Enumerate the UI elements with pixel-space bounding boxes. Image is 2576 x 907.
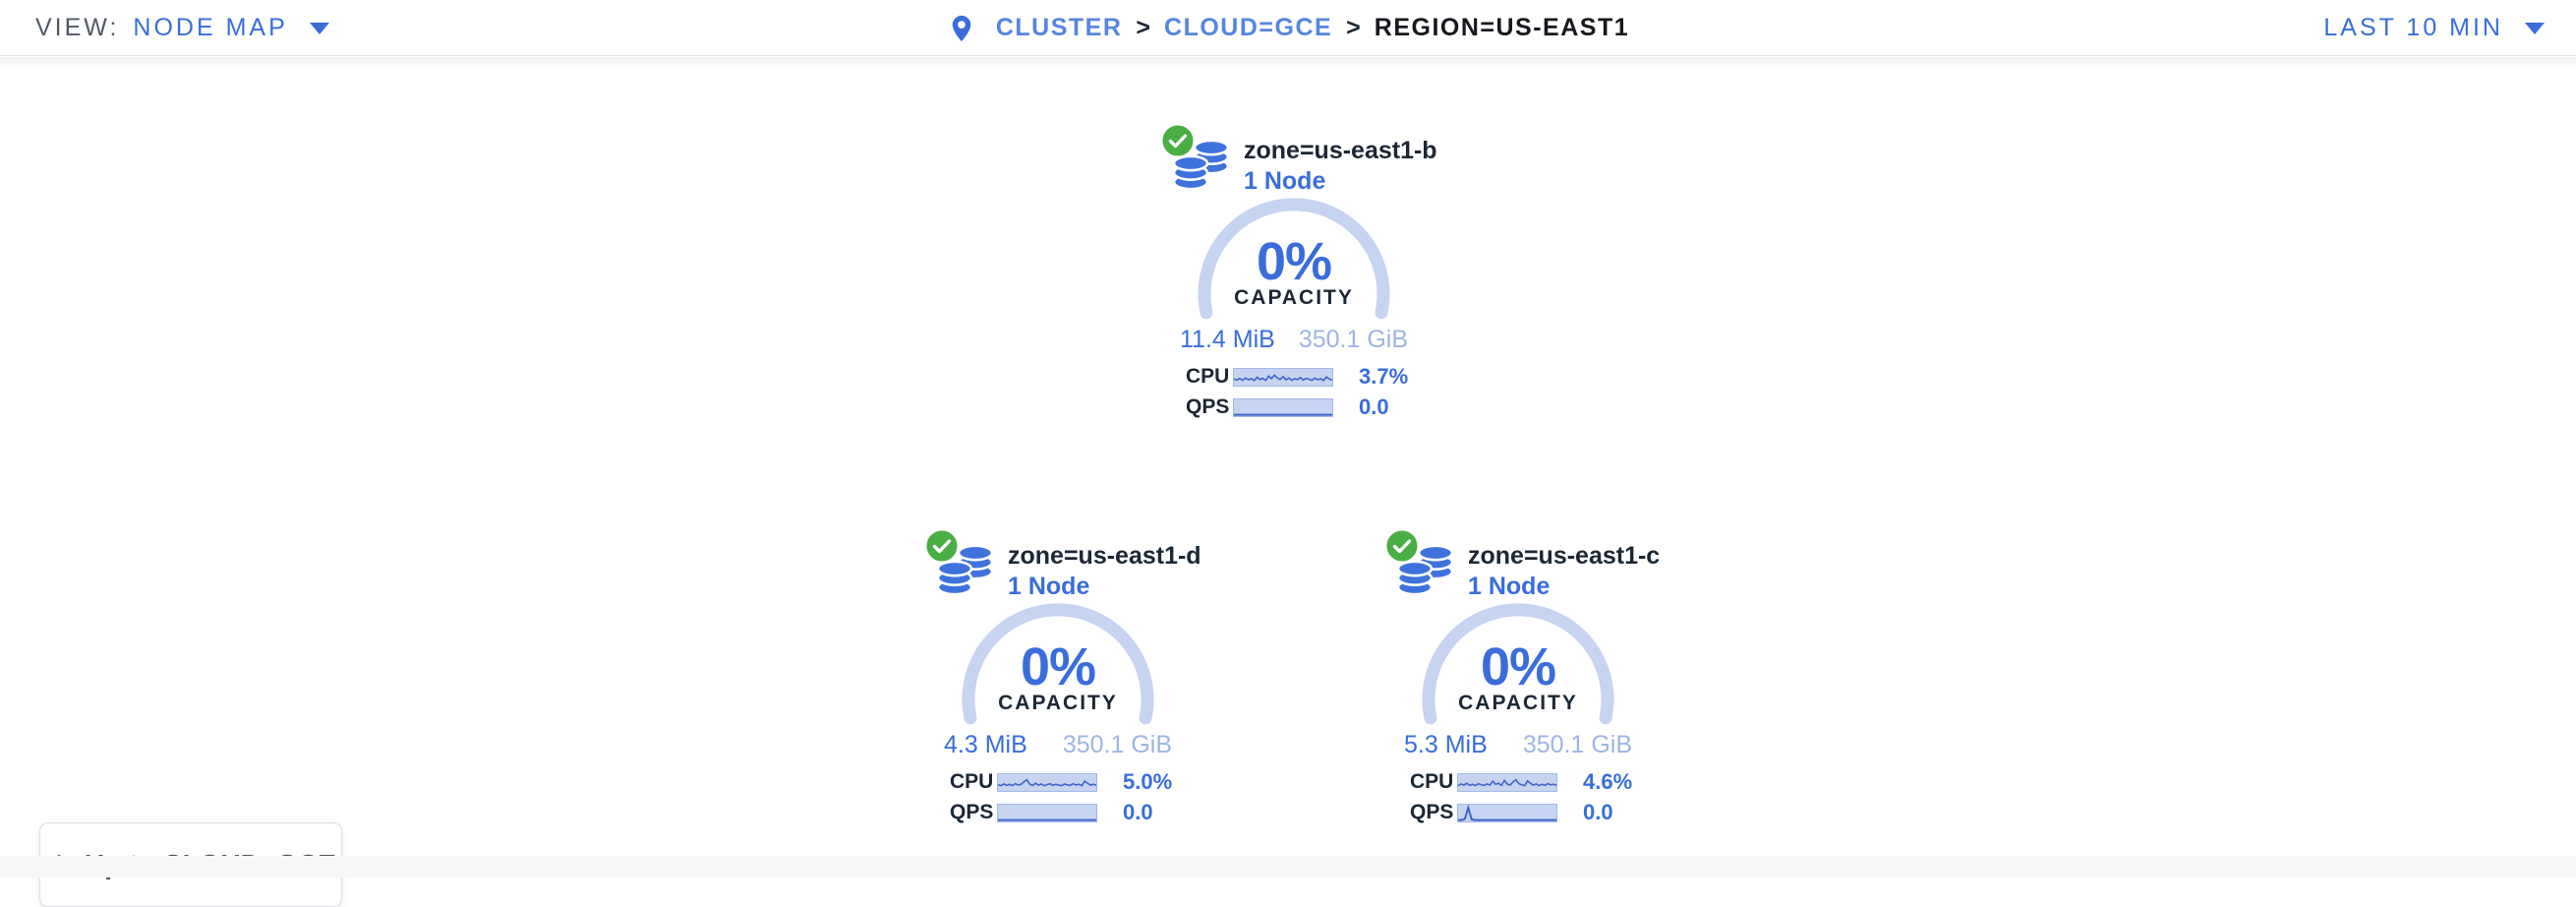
capacity-percent: 0% [1256,232,1332,291]
breadcrumb-cloud-link[interactable]: CLOUD=GCE [1164,14,1333,41]
zone-node-count: 1 Node [1244,167,1326,195]
zone-card-us-east1-d[interactable]: zone=us-east1-d 1 Node 0% CAPACITY 4.3 M… [871,523,1245,830]
cpu-value: 4.6% [1583,769,1633,794]
zone-labels: zone=us-east1-d 1 Node [1008,541,1201,602]
capacity-used: 11.4 MiB [1180,326,1275,353]
capacity-total: 350.1 GiB [1522,731,1632,758]
capacity-gauge: 0% CAPACITY [1420,601,1616,798]
capacity-row: 5.3 MiB 350.1 GiB [1402,731,1634,759]
time-range-value: LAST 10 MIN [2323,14,2503,41]
zone-name: zone=us-east1-c [1468,542,1661,570]
caret-down-icon [2525,22,2545,34]
caret-down-icon [309,22,329,34]
cpu-value: 5.0% [1123,769,1173,794]
zone-stats: 5.3 MiB 350.1 GiB CPU 4.6% QPS 0.0 [1402,731,1634,831]
zone-card-us-east1-c[interactable]: zone=us-east1-c 1 Node 0% CAPACITY 5.3 M… [1331,523,1705,830]
view-mode-dropdown[interactable]: VIEW: NODE MAP [35,0,329,56]
qps-label: QPS [950,801,994,823]
zone-name: zone=us-east1-b [1244,137,1437,164]
qps-value: 0.0 [1123,800,1153,824]
view-label: VIEW: [35,14,120,41]
capacity-row: 11.4 MiB 350.1 GiB [1178,326,1410,354]
breadcrumb-current-region: REGION=US-EAST1 [1374,14,1630,41]
breadcrumb-separator: > [1346,14,1361,41]
qps-value: 0.0 [1583,800,1613,824]
cpu-value: 3.7% [1359,364,1409,389]
zone-card-header: zone=us-east1-c 1 Node [1383,527,1660,602]
capacity-gauge: 0% CAPACITY [960,601,1156,798]
view-value: NODE MAP [133,14,288,41]
capacity-percent: 0% [1020,637,1096,696]
node-map-canvas: zone=us-east1-b 1 Node 0% CAPACITY 11.4 … [0,57,2576,907]
capacity-caption: CAPACITY [998,692,1118,714]
qps-row: QPS 0.0 [1402,800,1634,824]
cpu-row: CPU 5.0% [942,769,1174,794]
qps-sparkline [1457,803,1557,822]
zone-labels: zone=us-east1-b 1 Node [1244,136,1437,197]
qps-row: QPS 0.0 [1178,394,1410,419]
cpu-label: CPU [1186,365,1230,388]
capacity-used: 5.3 MiB [1404,731,1488,758]
zone-node-count: 1 Node [1008,573,1090,600]
qps-row: QPS 0.0 [942,800,1174,824]
zone-labels: zone=us-east1-c 1 Node [1468,541,1660,602]
database-stack-icon [923,527,994,600]
time-range-dropdown[interactable]: LAST 10 MIN [2323,0,2545,56]
top-bar-shadow [0,57,2576,71]
capacity-total: 350.1 GiB [1062,731,1172,758]
qps-value: 0.0 [1359,394,1389,419]
zone-card-us-east1-b[interactable]: zone=us-east1-b 1 Node 0% CAPACITY 11.4 … [1107,118,1481,425]
zone-stats: 11.4 MiB 350.1 GiB CPU 3.7% QPS 0.0 [1178,326,1410,426]
breadcrumb-cluster-link[interactable]: CLUSTER [995,14,1123,41]
capacity-row: 4.3 MiB 350.1 GiB [942,731,1174,759]
capacity-used: 4.3 MiB [944,731,1027,758]
capacity-gauge: 0% CAPACITY [1196,196,1392,393]
capacity-caption: CAPACITY [1234,286,1354,309]
breadcrumb-separator: > [1136,14,1151,41]
cpu-row: CPU 4.6% [1402,769,1634,794]
location-pin-icon [947,12,976,45]
capacity-total: 350.1 GiB [1298,326,1408,353]
capacity-percent: 0% [1480,637,1556,696]
top-bar: VIEW: NODE MAP CLUSTER > CLOUD=GCE > REG… [0,0,2576,56]
database-stack-icon [1159,122,1230,195]
zone-name: zone=us-east1-d [1008,542,1201,570]
capacity-caption: CAPACITY [1458,692,1578,714]
footer-strip [0,856,2576,877]
qps-label: QPS [1186,395,1230,418]
cpu-label: CPU [950,770,994,793]
zone-card-header: zone=us-east1-b 1 Node [1159,122,1437,197]
qps-label: QPS [1410,801,1454,823]
zone-node-count: 1 Node [1468,573,1551,600]
cpu-sparkline [1457,772,1557,792]
qps-sparkline [1233,397,1333,417]
check-circle-icon [1383,527,1421,570]
zone-card-header: zone=us-east1-d 1 Node [923,527,1201,602]
cpu-label: CPU [1410,770,1454,793]
cpu-sparkline [997,772,1097,792]
check-circle-icon [923,527,961,570]
zone-stats: 4.3 MiB 350.1 GiB CPU 5.0% QPS 0.0 [942,731,1174,831]
cpu-row: CPU 3.7% [1178,364,1410,389]
breadcrumb: CLUSTER > CLOUD=GCE > REGION=US-EAST1 [0,0,2576,56]
check-circle-icon [1159,122,1197,164]
database-stack-icon [1383,527,1454,600]
qps-sparkline [997,803,1097,822]
cpu-sparkline [1233,367,1333,387]
